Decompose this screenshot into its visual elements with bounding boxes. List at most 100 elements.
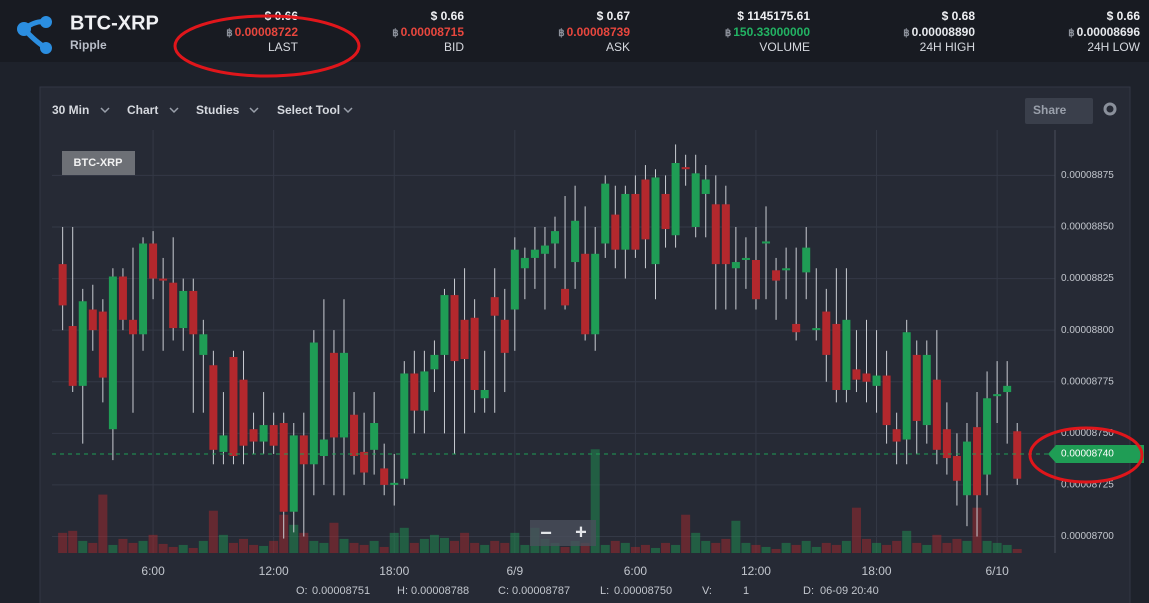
volume-bar <box>560 546 570 553</box>
stat-usd: $ 0.66 <box>1107 9 1141 23</box>
volume-bar <box>329 522 339 553</box>
x-tick-label: 12:00 <box>259 564 289 578</box>
info-label: H: <box>397 585 408 597</box>
candle-body <box>952 456 961 481</box>
settings-gear[interactable] <box>1103 102 1117 116</box>
volume-bar <box>650 547 660 553</box>
candle-body <box>701 179 710 194</box>
candle-body <box>118 276 127 320</box>
volume-bar <box>801 540 811 553</box>
candle-body <box>932 379 941 450</box>
volume-bar <box>319 542 329 553</box>
zoom-out[interactable]: − <box>540 522 552 544</box>
volume-bar <box>480 544 490 553</box>
volume-bar <box>922 544 932 553</box>
candle-body <box>98 311 107 378</box>
stat-btc-value: 0.00008722 <box>235 25 299 39</box>
y-tick-label: 0.00008850 <box>1061 222 1114 233</box>
volume-bar <box>68 530 78 553</box>
x-tick-label: 12:00 <box>741 564 771 578</box>
candle-body <box>420 371 429 411</box>
x-tick-label: 18:00 <box>379 564 409 578</box>
select-tool-menu[interactable]: Select Tool <box>277 103 340 117</box>
candle-body <box>792 323 801 333</box>
candle-body <box>822 311 831 355</box>
volume-bar <box>982 540 992 553</box>
volume-bar <box>620 542 630 553</box>
candle-body <box>410 373 419 411</box>
x-tick-label: 6:00 <box>624 564 648 578</box>
header-bar <box>0 0 1149 62</box>
interval-button[interactable]: 30 Min <box>52 103 89 117</box>
candle-body <box>149 243 158 279</box>
candle-body <box>621 193 630 250</box>
candle-body <box>983 398 992 475</box>
candle-body <box>289 435 298 512</box>
volume-bar <box>148 534 158 553</box>
btc-symbol: ฿ <box>1068 28 1074 39</box>
stat-btc: ฿ 150.33000000 <box>725 25 810 39</box>
stat-label: LAST <box>268 40 299 54</box>
candle-body <box>902 332 911 440</box>
info-value: 0.00008751 <box>312 585 370 597</box>
candle-body <box>530 249 539 258</box>
volume-bar <box>249 544 259 553</box>
volume-bar <box>711 542 721 553</box>
stat-btc-value: 0.00008890 <box>912 25 976 39</box>
volume-bar <box>600 544 610 553</box>
volume-bar <box>218 534 228 553</box>
candle-body <box>169 282 178 329</box>
plot-area <box>52 130 1055 553</box>
candle-body <box>380 468 389 485</box>
volume-bar <box>721 538 731 553</box>
y-tick-label: 0.00008825 <box>1061 273 1114 284</box>
ohlc-info: O: 0.00008751 H: 0.00008788 C: 0.00008787 L: 0.… <box>296 585 879 597</box>
last-price-label: 0.00008740 <box>1061 449 1114 460</box>
candle-body <box>88 309 97 331</box>
volume-bar <box>550 542 560 553</box>
x-tick-label: 6/10 <box>985 564 1009 578</box>
volume-bar <box>409 542 419 553</box>
stat-btc: ฿ 0.00008739 <box>558 25 630 39</box>
volume-bar <box>781 542 791 553</box>
volume-bar <box>731 520 741 553</box>
candle-body <box>279 423 288 512</box>
volume-bar <box>520 544 530 553</box>
volume-bar <box>259 545 269 553</box>
volume-bar <box>671 544 681 553</box>
stat-usd: $ 0.68 <box>942 9 976 23</box>
volume-bar <box>861 538 871 553</box>
stat-btc-value: 150.33000000 <box>733 25 810 39</box>
share-button[interactable] <box>1025 98 1093 124</box>
volume-bar <box>429 534 439 553</box>
candle-body <box>540 245 549 254</box>
candle-body <box>912 354 921 421</box>
candle-body <box>571 220 580 263</box>
stat-label: 24H HIGH <box>920 40 975 54</box>
candle-body <box>661 193 670 230</box>
y-tick-label: 0.00008750 <box>1061 428 1114 439</box>
candle-body <box>832 323 841 390</box>
zoom-in[interactable]: + <box>575 521 587 543</box>
candle-body <box>872 375 881 386</box>
volume-bar <box>661 542 671 553</box>
volume-bar <box>88 542 98 553</box>
stat-usd: $ 0.66 <box>431 9 465 23</box>
info-value: 0.00008787 <box>512 585 570 597</box>
volume-bar <box>590 449 600 553</box>
chart-menu[interactable]: Chart <box>127 103 158 117</box>
candle-body <box>299 435 308 465</box>
share-label[interactable]: Share <box>1033 103 1067 117</box>
studies-menu[interactable]: Studies <box>196 103 240 117</box>
candle-body <box>450 295 459 362</box>
candle-body <box>882 375 891 426</box>
volume-bar <box>1012 548 1022 553</box>
candle-body <box>179 290 188 329</box>
volume-bar <box>399 527 409 553</box>
candle-body <box>741 257 750 260</box>
candle-body <box>199 334 208 355</box>
volume-bar <box>841 540 851 553</box>
y-tick-label: 0.00008725 <box>1061 480 1114 491</box>
